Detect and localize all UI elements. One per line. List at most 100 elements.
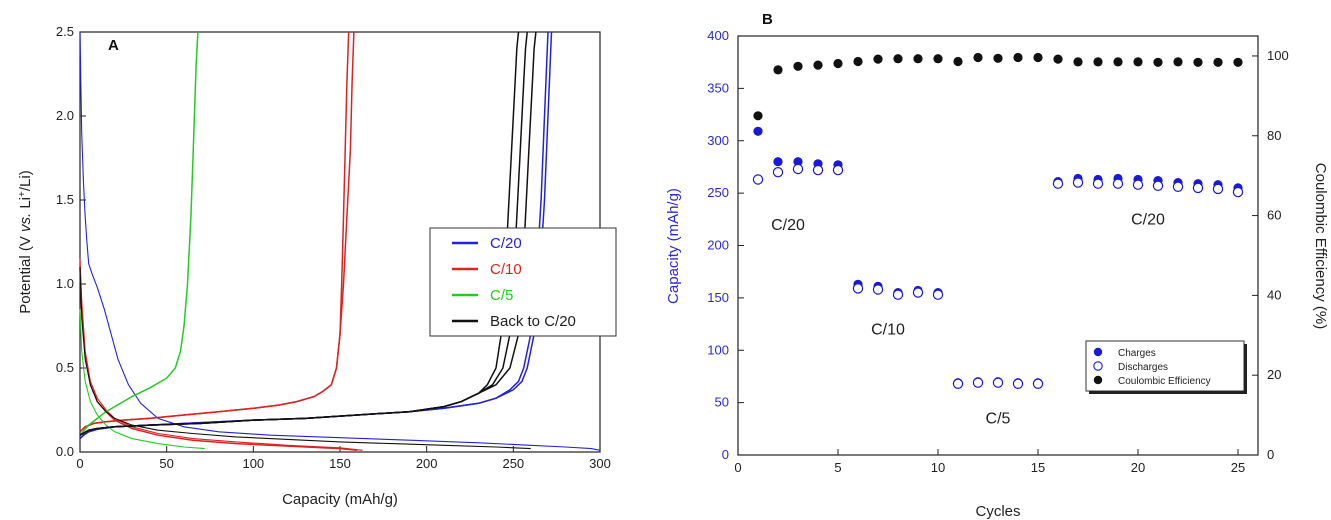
panel-b-y-tick-label: 200 xyxy=(707,238,729,253)
panel-a-label: A xyxy=(108,37,119,54)
curve-c-10 xyxy=(79,31,355,433)
panel-a-x-axis-label: Capacity (mAh/g) xyxy=(282,491,398,508)
point-discharges xyxy=(1032,378,1044,389)
panel-b-legend-box xyxy=(1085,340,1245,392)
point-discharges xyxy=(1172,181,1184,192)
curve-c-10 xyxy=(79,267,358,452)
panel-b-y-tick-label: 150 xyxy=(707,290,729,305)
panel-b-right-y-tick-label: 80 xyxy=(1267,128,1281,143)
panel-a-y-axis-label: Potential (V vs. Li+/Li) xyxy=(17,170,35,313)
panel-b-right-y-tick-label: 0 xyxy=(1267,447,1274,462)
rate-annotation: C/20 xyxy=(1131,212,1165,229)
point-discharges xyxy=(1192,182,1204,194)
panel-a-x-tick-label: 250 xyxy=(502,456,524,471)
legend-entry-label: Discharges xyxy=(1118,362,1168,373)
legend-entry-label: C/5 xyxy=(490,287,513,304)
point-charges xyxy=(793,157,803,167)
point-coulombic-efficiency xyxy=(1113,57,1123,67)
point-discharges xyxy=(1012,378,1024,389)
curve-c-10 xyxy=(79,31,350,433)
point-discharges xyxy=(912,287,924,298)
point-discharges xyxy=(892,289,904,300)
panel-a-x-tick-label: 150 xyxy=(329,456,351,471)
panel-b-points xyxy=(752,52,1244,389)
panel-b-x-tick-label: 20 xyxy=(1131,460,1145,475)
point-discharges xyxy=(1092,178,1104,189)
point-coulombic-efficiency xyxy=(773,65,783,75)
panel-a-y-tick-label: 1.0 xyxy=(56,276,74,291)
point-discharges xyxy=(992,377,1004,388)
panel-b-x-tick-label: 5 xyxy=(834,460,841,475)
panel-b-chart: 0 5 10 15 20 25050100150200250300350400020406… xyxy=(665,11,1329,520)
panel-b-x-tick-label: 25 xyxy=(1231,460,1245,475)
point-discharges xyxy=(812,164,824,176)
point-coulombic-efficiency xyxy=(833,58,843,69)
panel-a-y-tick-label: 1.5 xyxy=(56,192,74,207)
panel-b-legend-shadow xyxy=(1244,344,1247,394)
panel-b-x-tick-label: 15 xyxy=(1031,460,1045,475)
panel-b-x-tick-label: 10 xyxy=(931,460,945,475)
point-coulombic-efficiency xyxy=(873,54,883,64)
legend-entry-label: Back to C/20 xyxy=(490,313,576,330)
point-discharges xyxy=(952,378,964,389)
point-charges xyxy=(773,157,783,167)
point-coulombic-efficiency xyxy=(793,61,803,71)
point-coulombic-efficiency xyxy=(1013,52,1023,63)
panel-b-annotations: C/20 C/10 C/5 C/20 xyxy=(771,212,1165,428)
point-discharges xyxy=(1232,186,1244,198)
point-coulombic-efficiency xyxy=(813,60,823,70)
point-discharges xyxy=(1212,183,1224,195)
panel-b-y-tick-label: 50 xyxy=(715,395,729,410)
panel-a-x-tick-label: 100 xyxy=(242,456,264,471)
panel-b-right-y-tick-label: 40 xyxy=(1267,287,1281,302)
point-discharges xyxy=(852,283,864,294)
point-discharges xyxy=(1152,180,1164,191)
panel-a-y-tick-label: 2.5 xyxy=(56,24,74,39)
point-coulombic-efficiency xyxy=(893,54,903,64)
panel-b-ticks: 0 5 10 15 20 25050100150200250300350400020406… xyxy=(707,28,1288,475)
point-coulombic-efficiency xyxy=(853,56,863,67)
curve-c-5 xyxy=(79,31,199,436)
curve-back-to-c-20 xyxy=(79,31,537,436)
panel-a-y-tick-label: 0.5 xyxy=(56,360,74,375)
point-coulombic-efficiency xyxy=(1233,57,1243,67)
panel-b-y-tick-label: 100 xyxy=(707,342,729,357)
legend-entry-label: Coulombic Efficiency xyxy=(1118,376,1211,387)
point-discharges xyxy=(792,163,804,175)
point-discharges xyxy=(1112,178,1124,189)
panel-b-y-axis-label: Capacity (mAh/g) xyxy=(665,188,682,304)
panel-a-y-tick-label: 0.0 xyxy=(56,444,74,459)
panel-b-y-tick-label: 400 xyxy=(707,28,729,43)
point-discharges xyxy=(832,164,844,176)
rate-annotation: C/20 xyxy=(771,217,805,234)
panel-a-x-tick-label: 200 xyxy=(416,456,438,471)
legend-entry-label: Charges xyxy=(1118,348,1156,359)
point-discharges xyxy=(772,166,784,178)
curve-c-20 xyxy=(79,31,601,451)
point-coulombic-efficiency xyxy=(1033,52,1043,63)
point-coulombic-efficiency xyxy=(973,52,983,63)
point-coulombic-efficiency xyxy=(1173,57,1183,67)
point-discharges xyxy=(932,289,944,300)
point-coulombic-efficiency xyxy=(1093,57,1103,67)
point-coulombic-efficiency xyxy=(913,54,923,64)
panel-b-legend: Charges Discharges Coulombic Efficiency xyxy=(1085,340,1247,394)
curve-c-5 xyxy=(79,309,205,450)
panel-a-x-tick-label: 300 xyxy=(589,456,611,471)
point-discharges xyxy=(1052,178,1064,189)
panel-b-legend-shadow-bottom xyxy=(1089,391,1247,394)
legend-marker xyxy=(1093,375,1103,385)
panel-b-right-y-axis-label: Coulombic Efficiency (%) xyxy=(1312,163,1329,329)
point-discharges xyxy=(1072,177,1084,188)
panel-a-y-tick-label: 2.0 xyxy=(56,108,74,123)
panel-b-right-y-tick-label: 100 xyxy=(1267,48,1289,63)
point-coulombic-efficiency xyxy=(993,53,1003,63)
panel-b-x-axis-label: Cycles xyxy=(975,503,1020,520)
point-coulombic-efficiency xyxy=(933,54,943,64)
panel-b-y-tick-label: 300 xyxy=(707,133,729,148)
point-discharges xyxy=(752,174,764,185)
point-coulombic-efficiency xyxy=(1193,57,1203,67)
panel-a-legend-box xyxy=(429,227,617,337)
panel-b-right-y-tick-label: 60 xyxy=(1267,208,1281,223)
